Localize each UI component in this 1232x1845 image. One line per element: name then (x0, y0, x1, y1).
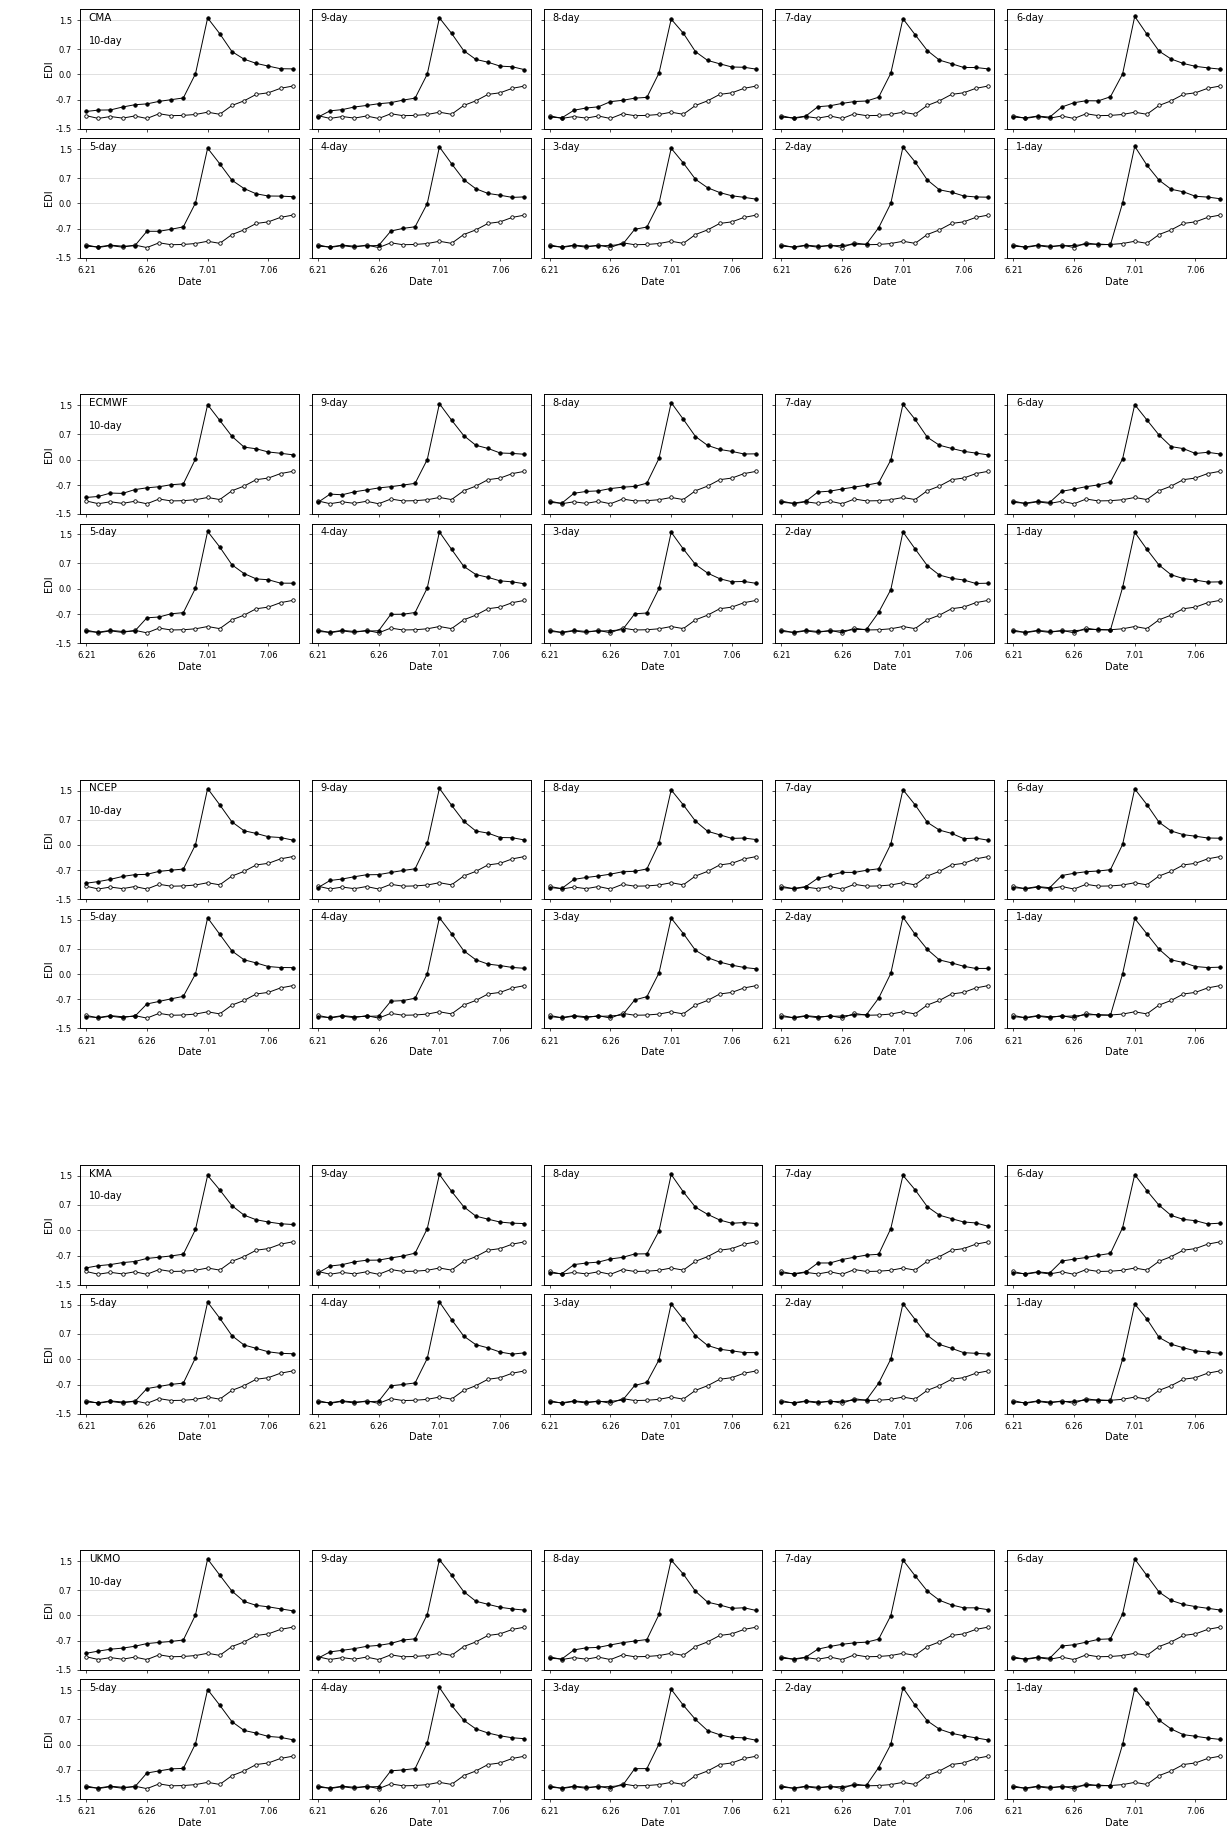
Text: 3-day: 3-day (552, 1683, 580, 1694)
X-axis label: Date: Date (1105, 662, 1129, 672)
Text: 3-day: 3-day (552, 142, 580, 151)
Text: 2-day: 2-day (784, 1297, 812, 1308)
Y-axis label: EDI: EDI (44, 61, 54, 77)
Text: 4-day: 4-day (320, 142, 349, 151)
X-axis label: Date: Date (1105, 277, 1129, 286)
Text: 3-day: 3-day (552, 528, 580, 537)
Text: 7-day: 7-day (784, 784, 812, 793)
X-axis label: Date: Date (873, 1817, 897, 1828)
Text: 5-day: 5-day (89, 528, 117, 537)
Y-axis label: EDI: EDI (44, 959, 54, 976)
X-axis label: Date: Date (177, 1432, 201, 1443)
Text: 6-day: 6-day (1016, 13, 1044, 22)
Y-axis label: EDI: EDI (44, 190, 54, 207)
X-axis label: Date: Date (1105, 1817, 1129, 1828)
Text: 2-day: 2-day (784, 1683, 812, 1694)
X-axis label: Date: Date (873, 277, 897, 286)
Text: 6-day: 6-day (1016, 1168, 1044, 1179)
Text: 4-day: 4-day (320, 1683, 349, 1694)
Text: 5-day: 5-day (89, 142, 117, 151)
Text: 7-day: 7-day (784, 1553, 812, 1565)
Text: CMA: CMA (89, 13, 112, 22)
Y-axis label: EDI: EDI (44, 1601, 54, 1618)
X-axis label: Date: Date (177, 662, 201, 672)
X-axis label: Date: Date (177, 1048, 201, 1057)
X-axis label: Date: Date (409, 662, 432, 672)
Text: 4-day: 4-day (320, 528, 349, 537)
Text: 8-day: 8-day (552, 13, 580, 22)
X-axis label: Date: Date (873, 1048, 897, 1057)
X-axis label: Date: Date (177, 1817, 201, 1828)
X-axis label: Date: Date (177, 277, 201, 286)
Text: 9-day: 9-day (320, 399, 349, 408)
Text: 9-day: 9-day (320, 1168, 349, 1179)
Text: KMA: KMA (89, 1168, 112, 1179)
Y-axis label: EDI: EDI (44, 576, 54, 592)
X-axis label: Date: Date (873, 662, 897, 672)
Y-axis label: EDI: EDI (44, 1345, 54, 1362)
Text: 8-day: 8-day (552, 399, 580, 408)
X-axis label: Date: Date (641, 1817, 665, 1828)
Text: 9-day: 9-day (320, 1553, 349, 1565)
Text: ECMWF: ECMWF (89, 399, 128, 408)
Text: 5-day: 5-day (89, 1297, 117, 1308)
Text: 7-day: 7-day (784, 13, 812, 22)
Text: 10-day: 10-day (89, 35, 122, 46)
Y-axis label: EDI: EDI (44, 1731, 54, 1747)
Text: 10-day: 10-day (89, 1192, 122, 1201)
Text: 8-day: 8-day (552, 784, 580, 793)
Text: 1-day: 1-day (1016, 1683, 1044, 1694)
Text: 2-day: 2-day (784, 913, 812, 922)
Text: 6-day: 6-day (1016, 784, 1044, 793)
Text: 10-day: 10-day (89, 1577, 122, 1587)
Text: 3-day: 3-day (552, 913, 580, 922)
Text: 7-day: 7-day (784, 399, 812, 408)
Y-axis label: EDI: EDI (44, 446, 54, 463)
Text: 9-day: 9-day (320, 784, 349, 793)
Text: 1-day: 1-day (1016, 142, 1044, 151)
Y-axis label: EDI: EDI (44, 1216, 54, 1232)
Text: 1-day: 1-day (1016, 528, 1044, 537)
Text: 4-day: 4-day (320, 913, 349, 922)
X-axis label: Date: Date (641, 277, 665, 286)
Text: 7-day: 7-day (784, 1168, 812, 1179)
X-axis label: Date: Date (409, 1048, 432, 1057)
Text: 3-day: 3-day (552, 1297, 580, 1308)
Text: 4-day: 4-day (320, 1297, 349, 1308)
X-axis label: Date: Date (1105, 1432, 1129, 1443)
Text: 1-day: 1-day (1016, 1297, 1044, 1308)
X-axis label: Date: Date (1105, 1048, 1129, 1057)
Text: 10-day: 10-day (89, 421, 122, 430)
Y-axis label: EDI: EDI (44, 832, 54, 849)
Text: UKMO: UKMO (89, 1553, 121, 1565)
Text: 1-day: 1-day (1016, 913, 1044, 922)
Text: NCEP: NCEP (89, 784, 117, 793)
Text: 8-day: 8-day (552, 1168, 580, 1179)
Text: 5-day: 5-day (89, 913, 117, 922)
Text: 8-day: 8-day (552, 1553, 580, 1565)
X-axis label: Date: Date (641, 1432, 665, 1443)
X-axis label: Date: Date (409, 1432, 432, 1443)
Text: 2-day: 2-day (784, 528, 812, 537)
X-axis label: Date: Date (409, 277, 432, 286)
Text: 6-day: 6-day (1016, 399, 1044, 408)
Text: 5-day: 5-day (89, 1683, 117, 1694)
Text: 10-day: 10-day (89, 806, 122, 815)
X-axis label: Date: Date (873, 1432, 897, 1443)
Text: 2-day: 2-day (784, 142, 812, 151)
Text: 6-day: 6-day (1016, 1553, 1044, 1565)
X-axis label: Date: Date (641, 662, 665, 672)
X-axis label: Date: Date (409, 1817, 432, 1828)
Text: 9-day: 9-day (320, 13, 349, 22)
X-axis label: Date: Date (641, 1048, 665, 1057)
